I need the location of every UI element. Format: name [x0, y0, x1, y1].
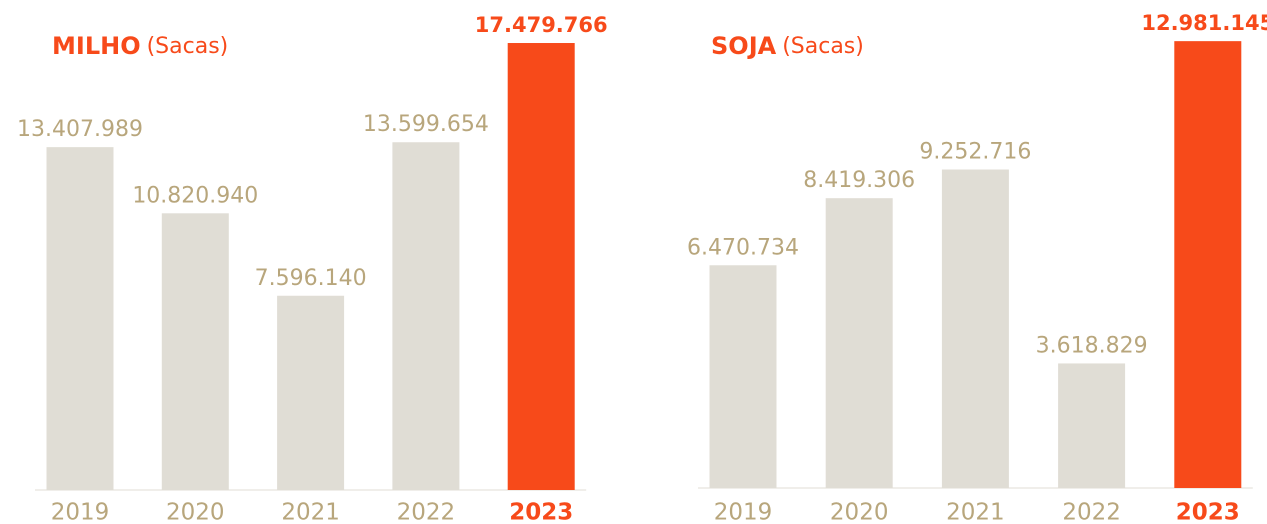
x-tick-label: 2022: [397, 500, 456, 524]
x-tick-label: 2021: [281, 500, 340, 524]
value-label: 13.599.654: [363, 112, 489, 137]
bar: [825, 198, 893, 488]
value-label: 13.407.989: [17, 117, 143, 142]
bar: [709, 265, 777, 488]
title-main: SOJA: [711, 32, 777, 60]
bar: [46, 147, 114, 491]
x-tick-label: 2019: [51, 500, 110, 524]
value-label: 9.252.716: [919, 139, 1031, 164]
x-tick-label: 2023: [509, 500, 573, 524]
chart-title: MILHO (Sacas): [52, 32, 228, 60]
x-tick-label: 2023: [1176, 500, 1240, 524]
value-label: 7.596.140: [255, 266, 367, 291]
title-unit: (Sacas): [147, 34, 229, 59]
bar: [941, 169, 1009, 488]
title-unit: (Sacas): [782, 34, 864, 59]
x-tick-label: 2020: [830, 500, 889, 524]
value-label: 3.618.829: [1036, 333, 1148, 358]
chart-title: SOJA (Sacas): [711, 32, 864, 60]
x-tick-label: 2019: [714, 500, 773, 524]
bar: [161, 213, 229, 491]
bar: [1174, 41, 1242, 488]
bar: [507, 43, 575, 490]
value-label: 8.419.306: [803, 168, 915, 193]
x-tick-label: 2020: [166, 500, 225, 524]
x-tick-label: 2021: [946, 500, 1005, 524]
value-label: 12.981.145: [1141, 11, 1267, 35]
bar: [392, 142, 460, 490]
bar: [1058, 363, 1126, 488]
value-label: 10.820.940: [132, 183, 258, 208]
bar: [277, 295, 345, 490]
title-main: MILHO: [52, 32, 141, 60]
x-tick-label: 2022: [1062, 500, 1121, 524]
value-label: 17.479.766: [475, 13, 608, 37]
value-label: 6.470.734: [687, 235, 799, 260]
